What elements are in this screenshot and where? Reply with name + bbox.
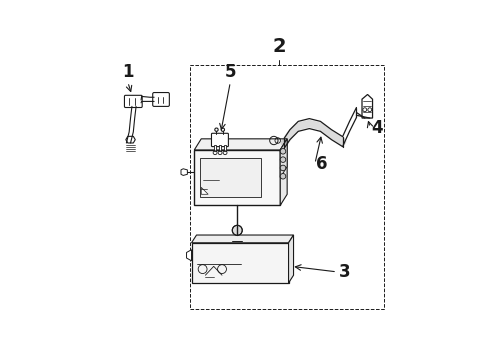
Text: 5: 5 (224, 63, 236, 81)
Text: 1: 1 (122, 63, 133, 81)
FancyBboxPatch shape (212, 133, 228, 147)
Polygon shape (201, 187, 208, 194)
Polygon shape (280, 139, 287, 205)
Bar (200, 158, 261, 197)
Bar (219, 145, 221, 151)
Text: 6: 6 (316, 155, 328, 173)
Polygon shape (126, 136, 135, 143)
Text: 2: 2 (272, 37, 286, 56)
Circle shape (280, 157, 286, 162)
Bar (223, 145, 226, 151)
Circle shape (280, 149, 286, 154)
FancyBboxPatch shape (124, 95, 142, 108)
Polygon shape (195, 139, 287, 150)
Bar (195, 150, 280, 205)
Polygon shape (192, 235, 294, 243)
Bar (190, 66, 384, 309)
Text: 4: 4 (372, 119, 383, 137)
Bar (192, 243, 289, 283)
Polygon shape (289, 235, 294, 283)
FancyBboxPatch shape (153, 93, 170, 107)
Circle shape (280, 174, 286, 179)
Polygon shape (187, 250, 192, 261)
Polygon shape (362, 94, 372, 118)
Bar (214, 145, 217, 151)
Text: 3: 3 (339, 263, 350, 281)
Circle shape (232, 225, 242, 235)
Polygon shape (280, 139, 287, 177)
Polygon shape (181, 169, 187, 175)
Circle shape (280, 165, 286, 171)
